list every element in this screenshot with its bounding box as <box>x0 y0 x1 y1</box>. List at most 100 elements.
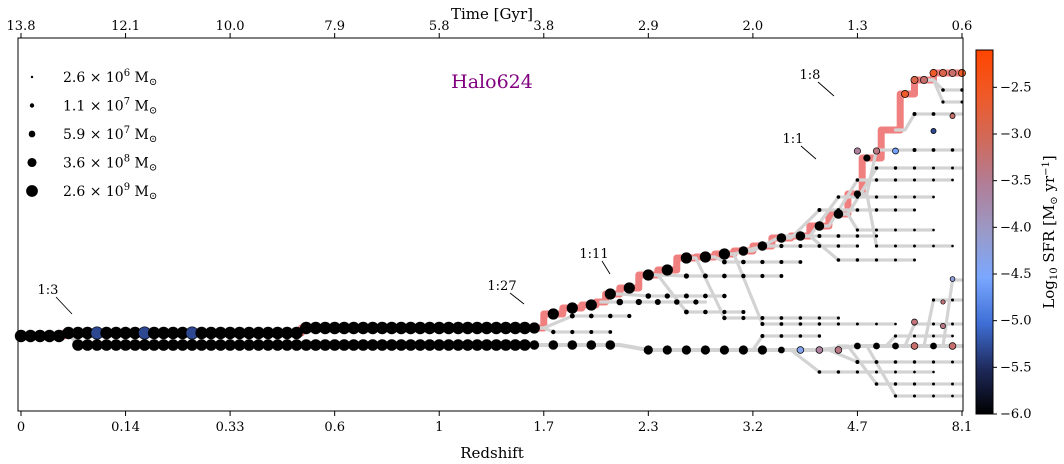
halo-node <box>941 100 945 104</box>
halo-node <box>853 190 862 198</box>
halo-node <box>442 339 455 351</box>
halo-node <box>414 339 427 351</box>
halo-node <box>347 339 360 351</box>
redshift-tick-label: 3.2 <box>743 420 764 435</box>
halo-node <box>817 370 822 374</box>
redshift-tick-label: 0 <box>17 420 25 435</box>
halo-node <box>290 326 303 340</box>
halo-node <box>100 339 113 351</box>
time-axis-title: Time [Gyr] <box>451 5 533 23</box>
halo-node <box>893 382 898 386</box>
halo-node <box>376 321 389 335</box>
halo-node <box>157 339 170 351</box>
halo-node <box>779 316 784 320</box>
halo-node <box>433 339 446 351</box>
redshift-tick-label: 0.33 <box>216 420 245 435</box>
halo-node <box>932 195 935 199</box>
colorbar-ticks: −2.5 −3.0 −3.5 −4.0 −4.5 −5.0 −5.5 −6.0 <box>993 80 1032 422</box>
halo-node <box>33 329 47 343</box>
halo-node <box>662 345 672 355</box>
halo-node <box>875 322 878 326</box>
halo-node <box>81 339 94 351</box>
halo-node <box>319 339 332 351</box>
merger-ratio-label: 1:11 <box>579 247 608 262</box>
halo-node <box>757 345 768 355</box>
halo-node <box>338 321 351 335</box>
branch-segment <box>741 334 821 352</box>
time-tick-label: 1.3 <box>847 19 868 34</box>
halo-node <box>366 339 379 351</box>
halo-node <box>167 339 179 351</box>
halo-node <box>912 382 917 386</box>
halo-node <box>892 342 899 350</box>
branch-segment <box>17 69 966 340</box>
halo-node <box>939 69 947 77</box>
halo-node <box>932 228 935 232</box>
halo-node <box>608 330 613 334</box>
redshift-axis-title: Redshift <box>460 444 524 462</box>
halo-node <box>404 339 417 351</box>
time-tick-label: 7.9 <box>324 19 345 34</box>
redshift-tick-label: 8.1 <box>952 420 973 435</box>
halo-node <box>798 244 803 248</box>
halo-node <box>796 346 805 354</box>
halo-node <box>490 321 503 335</box>
halo-node <box>741 309 746 315</box>
halo-node <box>661 264 673 276</box>
branch-segment <box>893 322 964 348</box>
halo-node <box>931 360 936 364</box>
halo-node <box>186 339 198 351</box>
halo-node <box>290 339 303 351</box>
halo-node <box>741 259 746 265</box>
halo-node <box>309 321 322 335</box>
halo-node <box>912 360 917 364</box>
halo-node <box>894 322 897 326</box>
halo-node <box>872 147 881 155</box>
halo-node <box>585 299 597 311</box>
halo-node <box>836 258 841 262</box>
halo-node <box>853 147 861 155</box>
halo-node <box>72 339 84 351</box>
halo-node <box>874 228 879 232</box>
halo-node <box>280 326 294 340</box>
legend-marker <box>27 157 37 168</box>
halo-node <box>930 342 937 350</box>
halo-node <box>873 342 880 350</box>
halo-node <box>893 166 898 170</box>
halo-node <box>741 315 746 321</box>
time-axis: 13.8 12.1 10.0 7.9 5.8 3.8 2.9 2.0 1.3 0.6 <box>7 19 972 38</box>
halo-node <box>129 339 141 351</box>
halo-node <box>683 293 689 299</box>
halo-node <box>683 273 690 279</box>
halo-node <box>722 259 727 265</box>
halo-node <box>874 234 879 238</box>
halo-node <box>722 315 727 321</box>
halo-node <box>912 148 917 152</box>
plot-frame <box>17 37 964 412</box>
halo-node <box>817 244 822 248</box>
merger-ratio-label: 1:3 <box>38 283 59 298</box>
halo-node <box>958 69 966 77</box>
branch-segment <box>912 298 964 348</box>
halo-node <box>589 330 594 334</box>
halo-node <box>452 339 465 351</box>
halo-node <box>681 345 692 355</box>
halo-node <box>817 234 822 238</box>
branch-segment <box>836 344 964 386</box>
halo-node <box>741 273 746 279</box>
halo-node <box>836 234 841 238</box>
halo-node <box>627 313 632 319</box>
halo-node <box>242 326 256 340</box>
colorbar-tick-label: −3.5 <box>1000 174 1032 189</box>
halo-node <box>798 260 803 264</box>
branch-segment <box>817 348 964 364</box>
halo-node <box>328 321 341 335</box>
halo-node <box>223 326 237 340</box>
halo-node <box>176 326 189 340</box>
halo-node <box>147 326 161 340</box>
halo-node <box>913 258 916 262</box>
legend-marker <box>28 130 36 138</box>
redshift-tick-label: 0.6 <box>324 420 345 435</box>
halo-node <box>548 340 559 350</box>
redshift-tick-label: 1 <box>435 420 443 435</box>
